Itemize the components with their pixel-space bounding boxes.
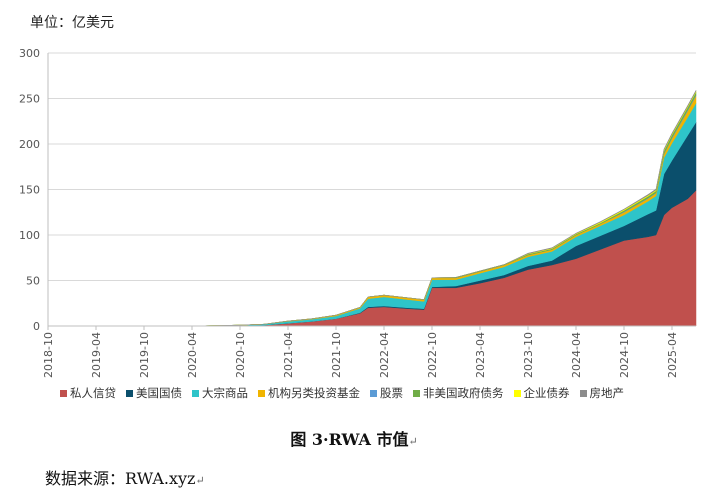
x-tick-label: 2020-10: [234, 332, 247, 378]
x-tick-label: 2022-04: [378, 332, 391, 378]
legend-label: 非美国政府债务: [423, 386, 504, 400]
x-tick-label: 2022-10: [426, 332, 439, 378]
y-tick-label: 300: [19, 47, 40, 60]
chart-legend: 私人信贷 美国国债 大宗商品 机构另类投资基金 股票 非美国政府债务 企业债券 房地产: [60, 385, 624, 401]
legend-label: 大宗商品: [202, 386, 248, 400]
caption-text: 图 3·RWA 市值: [290, 430, 409, 449]
x-tick-label: 2019-10: [138, 332, 151, 378]
figure-caption: 图 3·RWA 市值↵: [0, 426, 708, 450]
legend-label: 股票: [380, 386, 403, 400]
legend-label: 房地产: [589, 386, 625, 400]
x-tick-label: 2025-04: [666, 332, 679, 378]
legend-swatch: [258, 389, 265, 397]
x-tick-label: 2021-04: [282, 332, 295, 378]
legend-item: 美国国债: [126, 385, 182, 401]
legend-swatch: [579, 389, 587, 397]
legend-item: 房地产: [579, 385, 625, 401]
legend-item: 股票: [370, 385, 403, 401]
legend-swatch: [513, 389, 521, 397]
legend-label: 私人信贷: [70, 386, 116, 400]
x-tick-label: 2018-10: [42, 332, 55, 378]
legend-swatch: [370, 389, 377, 397]
return-mark-icon: ↵: [195, 474, 205, 487]
legend-label: 企业债券: [523, 386, 570, 400]
y-tick-label: 250: [19, 93, 40, 106]
legend-swatch: [192, 389, 199, 397]
x-tick-label: 2019-04: [90, 332, 103, 378]
source-text: 数据来源：RWA.xyz: [45, 469, 196, 488]
legend-label: 美国国债: [136, 386, 182, 400]
y-tick-label: 150: [19, 184, 40, 197]
y-tick-label: 50: [26, 275, 40, 288]
legend-item: 非美国政府债务: [413, 385, 504, 401]
legend-item: 私人信贷: [60, 385, 116, 401]
y-tick-label: 200: [19, 138, 40, 151]
x-tick-label: 2024-04: [570, 332, 583, 378]
legend-swatch: [60, 389, 67, 397]
data-source: 数据来源：RWA.xyz↵: [45, 465, 205, 489]
x-tick-label: 2023-10: [522, 332, 535, 378]
x-tick-label: 2021-10: [330, 332, 343, 378]
x-tick-label: 2020-04: [186, 332, 199, 378]
return-mark-icon: ↵: [408, 435, 418, 448]
legend-item: 大宗商品: [192, 385, 248, 401]
unit-label: 单位：亿美元: [30, 15, 114, 31]
x-tick-label: 2024-10: [618, 332, 631, 378]
rwa-market-cap-chart: 0 50 100 150 200 250 300 2018-10 2019-04 2019-10 2…: [19, 47, 697, 378]
legend-label: 机构另类投资基金: [268, 386, 360, 400]
x-tick-label: 2023-04: [474, 332, 487, 378]
legend-swatch: [413, 389, 420, 397]
legend-item: 企业债券: [513, 385, 570, 401]
area-series: [48, 90, 697, 327]
y-tick-label: 100: [19, 229, 40, 242]
legend-swatch: [126, 389, 133, 397]
y-tick-label: 0: [33, 320, 40, 333]
legend-item: 机构另类投资基金: [258, 385, 360, 401]
